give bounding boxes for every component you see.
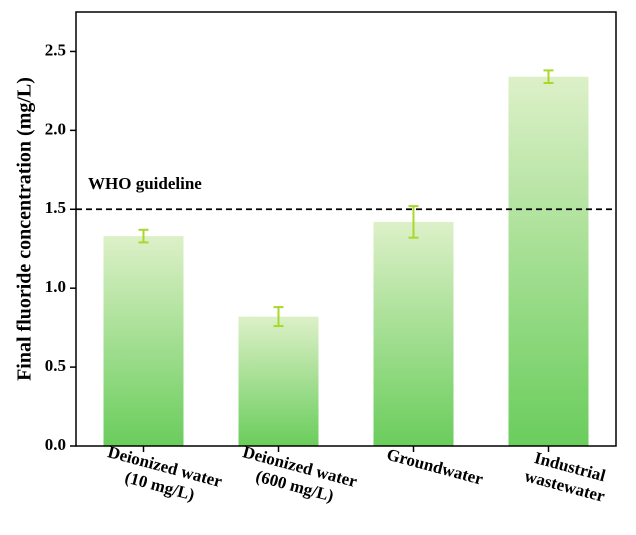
x-tick-label: Industrialwastewater bbox=[523, 447, 613, 506]
y-tick-label: 0.5 bbox=[45, 356, 66, 375]
x-tick-label: Groundwater bbox=[385, 445, 486, 489]
y-tick-label: 0.0 bbox=[45, 435, 66, 454]
error-bar bbox=[543, 69, 554, 85]
error-bar bbox=[138, 228, 149, 244]
bar bbox=[508, 76, 589, 447]
y-tick-label: 2.5 bbox=[45, 40, 66, 59]
plot-frame bbox=[75, 11, 617, 447]
reference-label: WHO guideline bbox=[88, 174, 202, 193]
error-bar bbox=[273, 306, 284, 328]
bar bbox=[103, 236, 184, 446]
y-tick-label: 2.0 bbox=[45, 119, 66, 138]
x-tick-label: Deionized water(600 mg/L) bbox=[236, 442, 360, 510]
error-bar bbox=[408, 205, 419, 239]
y-tick-label: 1.5 bbox=[45, 198, 66, 217]
bar bbox=[373, 221, 454, 446]
x-tick-label: Deionized water(10 mg/L) bbox=[101, 442, 225, 510]
y-tick-label: 1.0 bbox=[45, 277, 66, 296]
x-tick-label-line: Groundwater bbox=[385, 445, 486, 489]
y-axis-title: Final fluoride concentration (mg/L) bbox=[14, 77, 36, 381]
bar bbox=[238, 316, 319, 446]
